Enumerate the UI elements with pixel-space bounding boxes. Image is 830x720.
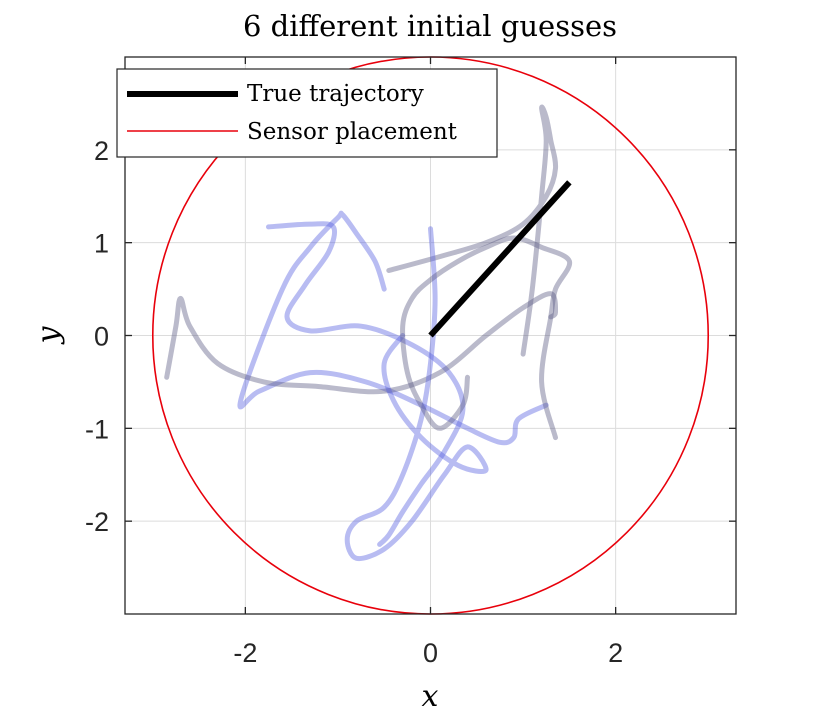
x-tick-label: 0	[423, 638, 438, 668]
x-axis-label: x	[422, 679, 439, 714]
y-tick-label: 2	[94, 136, 109, 166]
guess-trajectory-4	[386, 104, 559, 357]
guess-trajectories	[164, 104, 573, 562]
legend-box	[116, 68, 498, 158]
y-tick-label: 0	[94, 322, 109, 352]
legend-label-true-trajectory: True trajectory	[247, 81, 424, 107]
true-trajectory-line	[428, 180, 572, 338]
y-axis-label: y	[31, 325, 66, 345]
guess-trajectory-6	[400, 235, 573, 441]
x-tick-label: -2	[233, 638, 257, 668]
legend: True trajectory Sensor placement	[116, 68, 498, 158]
axes-box	[124, 56, 737, 615]
guess-trajectory-5	[344, 226, 489, 562]
legend-label-sensor-placement: Sensor placement	[247, 119, 458, 145]
y-tick-label: 1	[94, 229, 109, 259]
tick-labels: -2 0 2 -2 -1 0 1 2	[85, 136, 623, 668]
guess-trajectory-1	[266, 221, 466, 547]
y-tick-label: -1	[85, 414, 109, 444]
x-tick-label: 2	[608, 638, 623, 668]
true-trajectory-layer	[428, 180, 572, 338]
y-tick-label: -2	[85, 507, 109, 537]
chart-title: 6 different initial guesses	[243, 9, 617, 43]
guess-trajectory-2	[237, 210, 549, 446]
guess-trajectory-3	[164, 291, 559, 395]
